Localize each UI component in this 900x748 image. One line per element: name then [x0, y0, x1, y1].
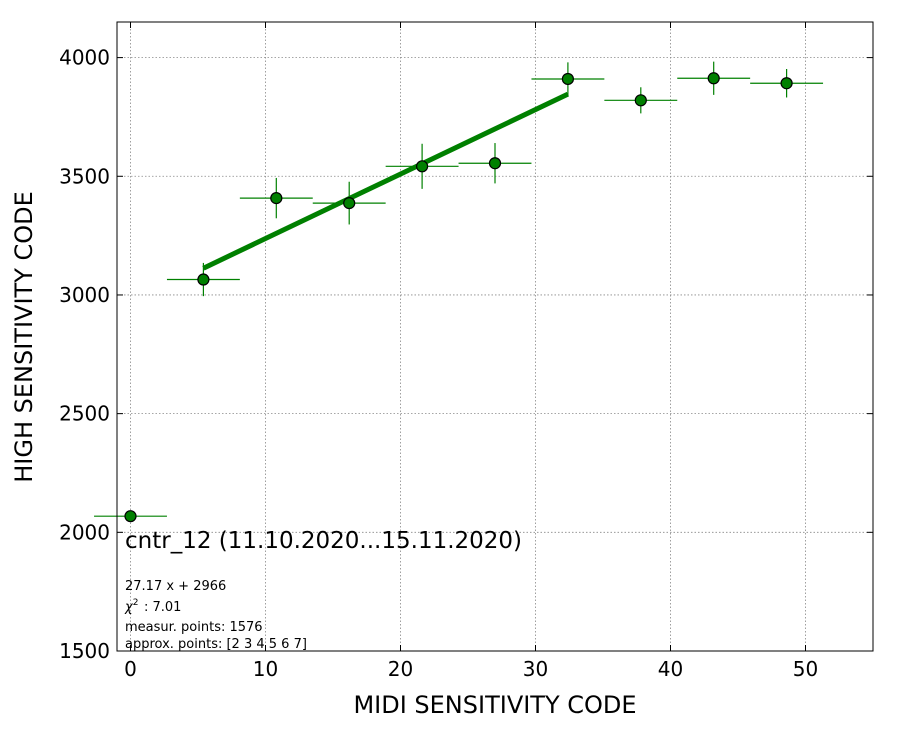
- ticks: 0 10 20 30 40 50 1500 2000 2500 3000 3500 4000: [59, 22, 873, 681]
- y-tick-label: 4000: [59, 46, 110, 70]
- x-tick-label: 10: [253, 657, 278, 681]
- y-tick-label: 1500: [59, 639, 110, 663]
- x-tick-label: 20: [388, 657, 413, 681]
- data-point: [270, 192, 283, 205]
- data-layer: [94, 61, 824, 523]
- chi2-label: χ2: [124, 598, 138, 615]
- x-tick-label: 30: [523, 657, 548, 681]
- y-tick-label: 2000: [59, 520, 110, 544]
- data-point: [416, 160, 429, 173]
- approx-points-text: approx. points: [2 3 4 5 6 7]: [125, 637, 307, 652]
- data-point: [707, 72, 720, 85]
- data-point: [488, 157, 502, 170]
- chi2-value-text: : 7.01: [144, 600, 181, 615]
- data-point: [124, 510, 137, 523]
- y-tick-label: 3000: [59, 283, 110, 307]
- y-axis-label: HIGH SENSITIVITY CODE: [10, 191, 38, 483]
- x-tick-label: 50: [793, 657, 818, 681]
- x-axis-label: MIDI SENSITIVITY CODE: [353, 691, 636, 719]
- data-point: [561, 72, 575, 86]
- fit-line: [202, 91, 569, 271]
- data-point: [343, 197, 356, 210]
- y-tick-label: 2500: [59, 402, 110, 426]
- data-point: [634, 94, 647, 107]
- measurement-points-text: measur. points: 1576: [125, 620, 263, 635]
- x-tick-label: 0: [124, 657, 137, 681]
- chart-annotation-title: cntr_12 (11.10.2020...15.11.2020): [125, 528, 522, 554]
- plot-frame: [116, 21, 874, 652]
- data-point: [197, 273, 210, 286]
- x-tick-label: 40: [658, 657, 683, 681]
- data-point: [780, 77, 793, 90]
- y-tick-label: 3500: [59, 164, 110, 188]
- fit-equation-text: 27.17 x + 2966: [125, 579, 226, 594]
